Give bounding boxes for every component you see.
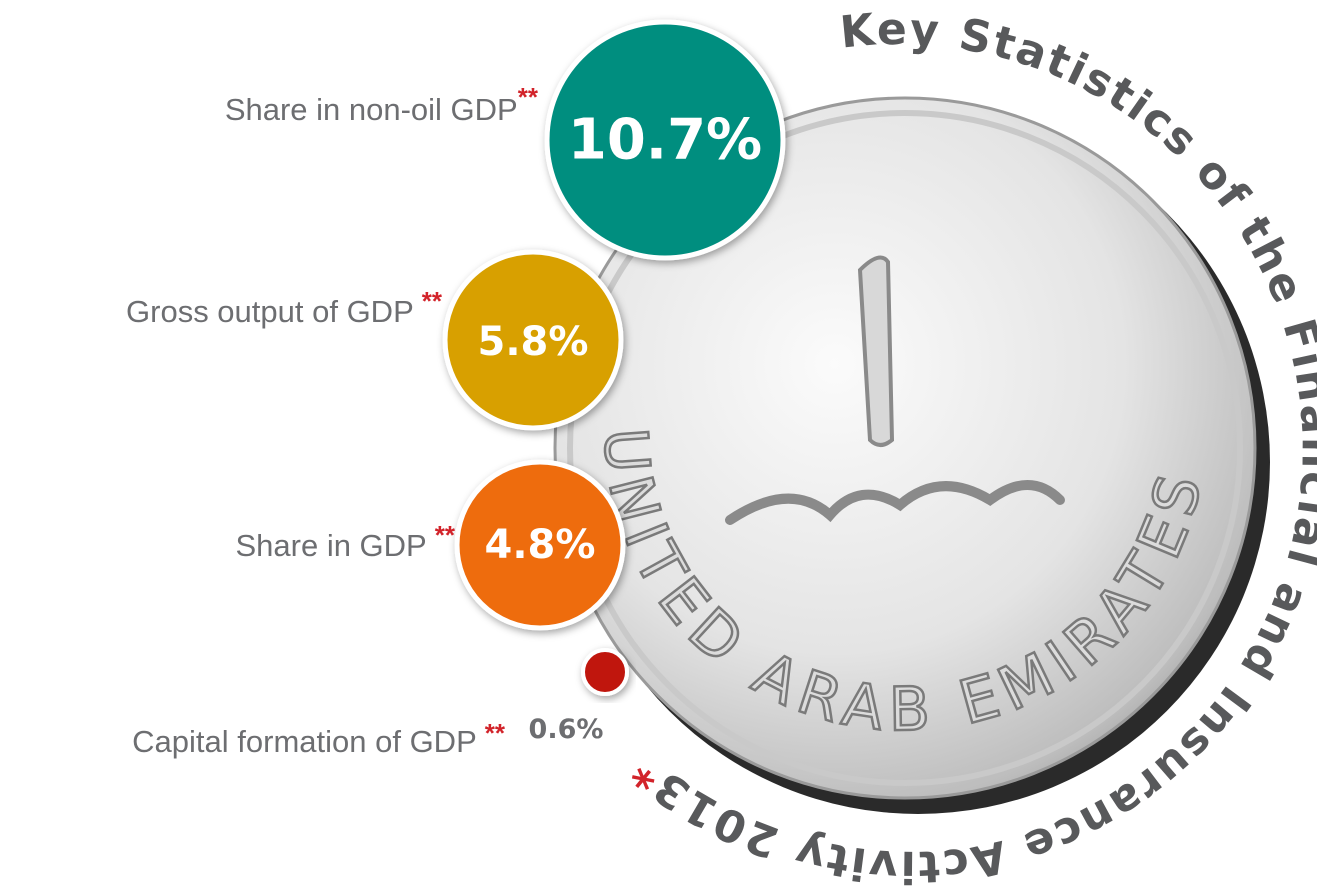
bubble: 5.8% [445, 252, 621, 428]
item-label: Gross output of GDP ** [126, 286, 443, 329]
page: {"title": "Key Statistics of the Financi… [0, 0, 1317, 896]
bubble: 4.8% [457, 462, 623, 628]
infographic: UNITED ARAB EMIRATES Key Statistics of t… [0, 0, 1317, 896]
item-label: Share in non-oil GDP** [225, 82, 539, 127]
label-mark: ** [485, 718, 506, 748]
item-label: Capital formation of GDP ** [132, 718, 506, 759]
bubble: 0.6% [529, 650, 627, 745]
label-text: Gross output of GDP [126, 294, 414, 329]
item-label: Share in GDP ** [235, 520, 455, 563]
bubble-circle [583, 650, 627, 694]
label-mark: ** [518, 82, 539, 112]
bubble-value: 5.8% [478, 319, 589, 365]
label-mark: ** [422, 286, 443, 316]
label-text: Share in GDP [235, 528, 426, 563]
bubble-value: 10.7% [568, 108, 762, 173]
label-text: Share in non-oil GDP [225, 92, 518, 127]
label-mark: ** [435, 520, 456, 550]
bubble: 10.7% [547, 22, 783, 258]
bubble-value: 4.8% [485, 522, 596, 568]
bubble-value: 0.6% [529, 714, 604, 745]
label-text: Capital formation of GDP [132, 724, 477, 759]
